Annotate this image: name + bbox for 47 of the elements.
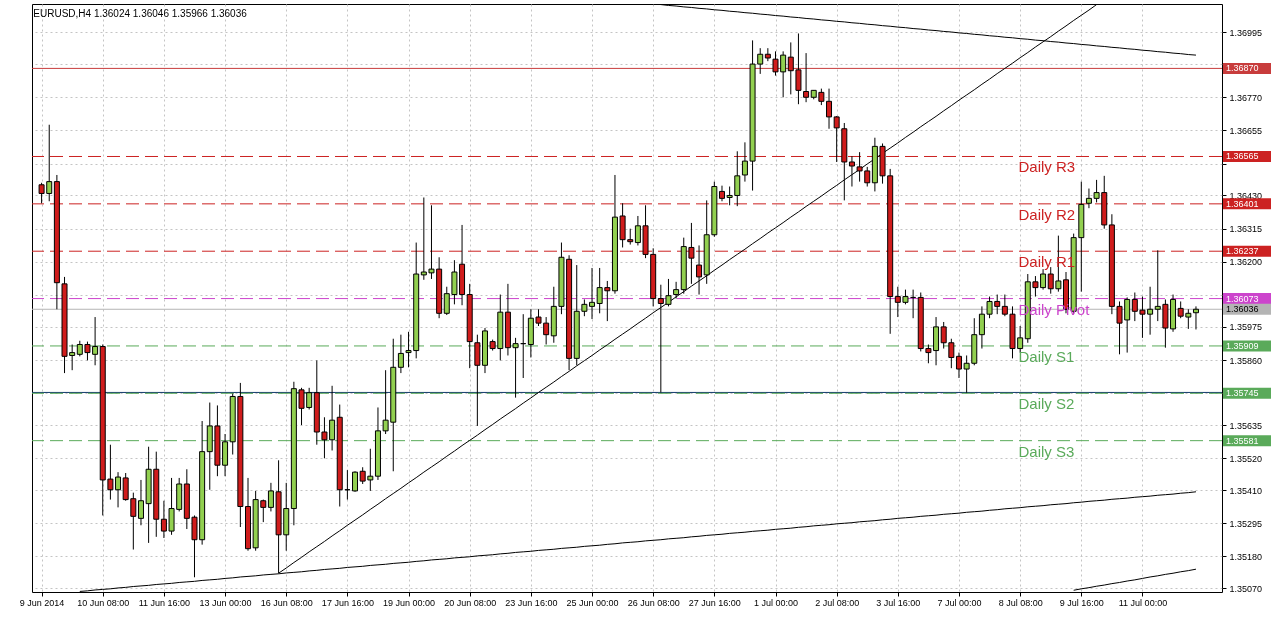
x-tick-label: 10 Jun 08:00 bbox=[77, 597, 130, 608]
x-tick-label: 8 Jul 08:00 bbox=[998, 597, 1043, 608]
y-tick-label: 1.35180 bbox=[1229, 551, 1263, 562]
x-tick-label: 13 Jun 00:00 bbox=[199, 597, 252, 608]
x-tick-label: 2 Jul 08:00 bbox=[815, 597, 860, 608]
y-tick-label: 1.36995 bbox=[1229, 27, 1263, 38]
annotation: Daily R3 bbox=[1018, 158, 1076, 176]
y-tick-label: 1.35635 bbox=[1229, 420, 1263, 431]
ref-line-label: 1.36565 bbox=[1226, 151, 1259, 162]
x-tick-label: 9 Jun 2014 bbox=[19, 597, 65, 608]
ref-line-label: 1.35581 bbox=[1226, 435, 1259, 446]
ref-line-label: 1.36073 bbox=[1226, 293, 1259, 304]
annotation: Daily S1 bbox=[1018, 347, 1075, 365]
y-tick-label: 1.35520 bbox=[1229, 453, 1263, 464]
y-tick-label: 1.36315 bbox=[1229, 224, 1263, 235]
x-tick-label: 7 Jul 00:00 bbox=[937, 597, 982, 608]
y-tick-label: 1.36770 bbox=[1229, 92, 1263, 103]
annotation: Daily S2 bbox=[1018, 395, 1075, 413]
y-tick-label: 1.35070 bbox=[1229, 583, 1263, 594]
x-tick-label: 19 Jun 00:00 bbox=[383, 597, 436, 608]
x-tick-label: 17 Jun 16:00 bbox=[321, 597, 374, 608]
ref-line-label: 1.35745 bbox=[1226, 388, 1259, 399]
x-tick-label: 3 Jul 16:00 bbox=[876, 597, 921, 608]
x-tick-label: 11 Jun 16:00 bbox=[138, 597, 191, 608]
x-tick-label: 20 Jun 08:00 bbox=[444, 597, 497, 608]
x-tick-label: 16 Jun 08:00 bbox=[260, 597, 313, 608]
ref-line-label: 1.36036 bbox=[1226, 304, 1259, 315]
chart-title: EURUSD,H4 1.36024 1.36046 1.35966 1.36036 bbox=[33, 8, 248, 19]
x-tick-label: 26 Jun 08:00 bbox=[627, 597, 680, 608]
annotation: Daily R2 bbox=[1018, 205, 1076, 223]
y-tick-label: 1.36200 bbox=[1229, 257, 1263, 268]
x-tick-label: 27 Jun 16:00 bbox=[688, 597, 741, 608]
ref-line-label: 1.36237 bbox=[1226, 246, 1259, 257]
y-tick-label: 1.36655 bbox=[1229, 126, 1263, 136]
ref-line-label: 1.36401 bbox=[1226, 198, 1259, 209]
ref-line-label: 1.35909 bbox=[1226, 340, 1259, 351]
y-tick-label: 1.35975 bbox=[1229, 322, 1263, 333]
x-tick-label: 25 Jun 00:00 bbox=[566, 597, 619, 608]
ref-line-label: 1.36870 bbox=[1226, 63, 1259, 74]
y-tick-label: 1.35410 bbox=[1229, 485, 1263, 496]
x-tick-label: 23 Jun 16:00 bbox=[505, 597, 558, 608]
y-tick-label: 1.35860 bbox=[1229, 355, 1263, 366]
x-tick-label: 11 Jul 00:00 bbox=[1118, 597, 1168, 608]
annotation: Daily S3 bbox=[1018, 442, 1075, 460]
x-tick-label: 1 Jul 00:00 bbox=[753, 597, 799, 608]
x-tick-label: 9 Jul 16:00 bbox=[1059, 597, 1104, 608]
y-tick-label: 1.35295 bbox=[1229, 518, 1263, 529]
